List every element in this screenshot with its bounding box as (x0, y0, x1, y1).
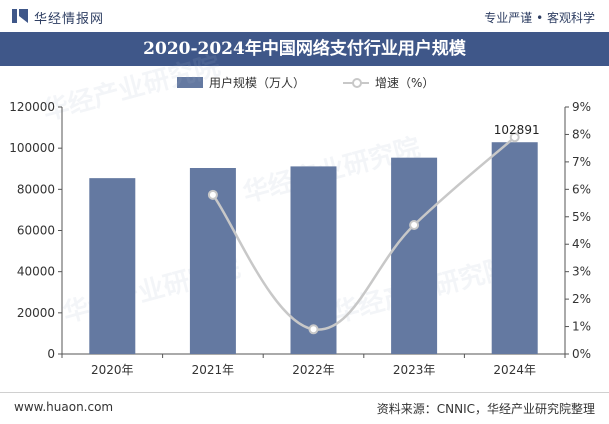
right-tick-label: 1% (572, 320, 591, 334)
bar (491, 142, 538, 354)
bar (89, 178, 136, 354)
right-tick-label: 4% (572, 237, 591, 251)
growth-line (211, 136, 516, 331)
x-tick-label: 2024年 (493, 363, 536, 377)
left-tick-label: 80000 (17, 182, 55, 196)
x-tick-label: 2021年 (192, 363, 235, 377)
logo-text: 华经情报网 (34, 12, 105, 27)
x-tick-label: 2020年 (91, 363, 134, 377)
logo-icon (12, 9, 28, 23)
right-tick-label: 8% (572, 127, 591, 141)
legend-bar-swatch (177, 77, 203, 88)
chart-svg: 0 20000 40000 60000 80000 100000 120000 0% 1% 2% 3… (9, 100, 591, 377)
slogan: 专业严谨 • 客观科学 (484, 11, 595, 25)
right-tick-label: 0% (572, 347, 591, 361)
legend-bar-label: 用户规模（万人） (209, 76, 306, 90)
right-tick-label: 2% (572, 292, 591, 306)
left-tick-label: 40000 (17, 265, 55, 279)
right-tick-label: 9% (572, 100, 591, 114)
right-tick-label: 6% (572, 182, 591, 196)
legend: 用户规模（万人） 增速（%） (0, 72, 609, 92)
footer: www.huaon.com 资料来源：CNNIC，华经产业研究院整理 (0, 393, 609, 424)
x-tick-label: 2023年 (393, 363, 436, 377)
legend-item-line: 增速（%） (343, 74, 434, 91)
right-tick-label: 5% (572, 210, 591, 224)
bar (391, 157, 438, 354)
right-tick-label: 7% (572, 155, 591, 169)
title-band: 2020-2024年中国网络支付行业用户规模 (0, 32, 609, 66)
top-bar: 华经情报网 专业严谨 • 客观科学 (0, 0, 609, 32)
chart-title: 2020-2024年中国网络支付行业用户规模 (143, 39, 466, 59)
left-tick-label: 120000 (9, 100, 55, 114)
growth-point (509, 132, 520, 143)
legend-line-swatch (343, 77, 369, 88)
left-tick-label: 60000 (17, 224, 55, 238)
right-tick-label: 3% (572, 265, 591, 279)
growth-point (409, 220, 420, 231)
legend-line-label: 增速（%） (375, 76, 435, 90)
footer-divider (0, 392, 609, 393)
data-label: 102891 (494, 123, 540, 137)
legend-item-bar: 用户规模（万人） (177, 74, 305, 91)
x-tick-label: 2022年 (292, 363, 335, 377)
left-tick-label: 20000 (17, 306, 55, 320)
left-tick-label: 100000 (9, 141, 55, 155)
left-tick-label: 0 (47, 347, 55, 361)
growth-point (207, 189, 218, 200)
footer-url[interactable]: www.huaon.com (14, 400, 114, 414)
growth-point (308, 324, 319, 335)
footer-source: 资料来源：CNNIC，华经产业研究院整理 (376, 402, 595, 416)
